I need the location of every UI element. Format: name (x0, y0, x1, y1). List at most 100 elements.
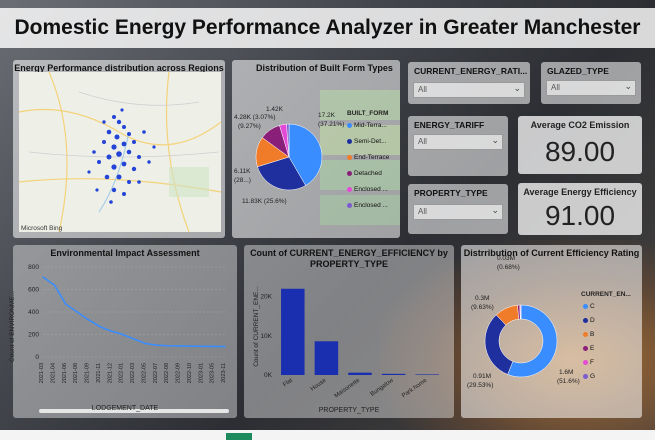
env-line-point[interactable] (155, 344, 158, 346)
env-line-point[interactable] (87, 319, 90, 321)
bar-house[interactable] (314, 341, 339, 375)
env-line-point[interactable] (76, 311, 78, 313)
rating-slice-c[interactable] (507, 304, 558, 378)
slicer-title: CURRENT_ENERGY_RATI... (414, 66, 528, 76)
legend-end-terrace[interactable]: End-Terrace (347, 154, 389, 161)
built-form-pie[interactable] (232, 60, 400, 238)
y-tick-label: 0 (35, 354, 39, 361)
slicer-current-energy-rating[interactable]: CURRENT_ENERGY_RATI... All ⌄ (408, 62, 530, 104)
x-tick-label: 2021-06 (62, 363, 68, 383)
x-tick-label: Maisonette (334, 377, 362, 399)
map-title: Energy Performance distribution across R… (14, 63, 224, 73)
map-attribution: Microsoft Bing (21, 225, 63, 232)
chevron-down-icon: ⌄ (491, 205, 499, 215)
bar-park-home[interactable] (415, 374, 439, 375)
donut-label-c-pct: (51.6%) (557, 378, 580, 385)
map-graphic (19, 72, 221, 232)
dashboard-title-bar: Domestic Energy Performance Analyzer in … (0, 8, 655, 48)
env-line-point[interactable] (42, 276, 44, 278)
active-page-tab[interactable] (226, 433, 252, 440)
slicer-title: PROPERTY_TYPE (414, 188, 488, 198)
pie-label-detached-pct: (9.27%) (238, 123, 261, 130)
legend-rating-c[interactable]: C (583, 303, 595, 310)
env-line-point[interactable] (110, 330, 113, 332)
card-value: 89.00 (544, 136, 616, 167)
bar-maisonette[interactable] (348, 372, 372, 375)
legend-semi-detached[interactable]: Semi-Det... (347, 138, 387, 145)
env-line-point[interactable] (167, 344, 169, 347)
legend-enclosed-2[interactable]: Enclosed ... (347, 202, 388, 209)
horizontal-scrollbar[interactable] (39, 409, 229, 413)
efficiency-donut[interactable] (461, 245, 642, 418)
slicer-property-type[interactable]: PROPERTY_TYPE All ⌄ (408, 184, 508, 234)
y-tick-label: 800 (28, 264, 39, 271)
rating-slice-d[interactable] (484, 314, 514, 375)
built-form-panel[interactable]: Distribution of Built Form Types 17.2K (… (232, 60, 400, 238)
slicer-energy-tariff[interactable]: ENERGY_TARIFF All ⌄ (408, 116, 508, 176)
donut-label-b: 0.3M (475, 295, 490, 302)
legend-rating-d[interactable]: D (583, 317, 595, 324)
map-panel[interactable]: Energy Performance distribution across R… (13, 60, 225, 238)
property-bar-chart[interactable]: 20K 10K 0K Flat House Maisonette Bungalow Park … (244, 245, 454, 418)
legend-rating-e[interactable]: E (583, 345, 594, 352)
env-line-point[interactable] (178, 345, 181, 347)
env-line-point[interactable] (144, 342, 147, 345)
card-co2-emission: Average CO2 Emission 89.00 (518, 116, 642, 174)
x-tick-label: 2023-05 (210, 363, 216, 383)
built-form-slice-enclosed-2-[interactable] (286, 123, 290, 158)
y-tick-label: 200 (28, 332, 39, 339)
env-line-point[interactable] (201, 345, 204, 348)
x-tick-label: 2022-08 (164, 363, 170, 383)
y-tick-label: 0K (264, 372, 273, 379)
legend-rating-g[interactable]: G (583, 373, 595, 380)
y-tick-label: 20K (260, 294, 272, 301)
env-line-point[interactable] (64, 303, 67, 305)
env-line-point[interactable] (99, 325, 101, 328)
y-tick-label: 10K (260, 333, 272, 340)
region-map[interactable] (19, 72, 221, 232)
env-line-point[interactable] (133, 338, 135, 340)
bar-flat[interactable] (281, 288, 305, 375)
property-type-dropdown[interactable]: All ⌄ (413, 204, 503, 220)
bar-chart-title-1: Count of CURRENT_ENERGY_EFFICIENCY by (250, 248, 448, 258)
env-line-point[interactable] (224, 345, 226, 348)
legend-mid-terrace[interactable]: Mid-Terra... (347, 122, 387, 129)
legend-detached[interactable]: Detached (347, 170, 382, 177)
legend-enclosed-1[interactable]: Enclosed ... (347, 186, 388, 193)
glazed-type-dropdown[interactable]: All ⌄ (546, 80, 636, 96)
slicer-glazed-type[interactable]: GLAZED_TYPE All ⌄ (541, 62, 641, 104)
env-chart-title: Environmental Impact Assessment (50, 248, 200, 258)
legend-rating-b[interactable]: B (583, 331, 594, 338)
bar-bungalow[interactable] (381, 373, 406, 375)
pie-label-detached: 4.28K (3.07%) (234, 114, 276, 121)
donut-label-d: 0.91M (473, 373, 492, 380)
env-impact-panel[interactable]: Environmental Impact Assessment 800 600 40… (9, 245, 237, 418)
x-tick-label: 2021-08 (73, 363, 79, 383)
bar-chart-title-2: PROPERTY_TYPE (309, 259, 389, 269)
pie-label-end-pct: (28...) (234, 177, 251, 184)
x-tick-label: 2022-05 (141, 363, 147, 383)
env-line-series[interactable] (42, 276, 226, 348)
env-line-point[interactable] (121, 333, 124, 336)
card-title: Average Energy Efficiency (523, 187, 637, 197)
built-form-slice-mid-terrace[interactable] (288, 123, 323, 186)
map-point-cluster (87, 108, 156, 204)
efficiency-donut-panel[interactable]: Distrribution of Current Efficiency Rati… (461, 245, 642, 418)
x-tick-label: Bungalow (370, 377, 396, 397)
card-title: Average CO2 Emission (530, 120, 630, 130)
x-tick-label: 2022-10 (187, 363, 193, 383)
current-energy-rating-dropdown[interactable]: All ⌄ (413, 82, 525, 98)
donut-label-c: 1.6M (559, 369, 574, 376)
legend-rating-f[interactable]: F (583, 359, 594, 366)
x-tick-label: 2023-01 (198, 363, 204, 383)
pie-label-mid-pct: (37.21%) (318, 121, 345, 128)
x-tick-label: 2022-07 (153, 363, 159, 383)
env-line-point[interactable] (212, 345, 215, 348)
env-line-point[interactable] (190, 345, 192, 347)
env-line-point[interactable] (53, 284, 56, 286)
energy-tariff-dropdown[interactable]: All ⌄ (413, 134, 503, 150)
bar-xlabel: PROPERTY_TYPE (318, 407, 380, 414)
property-bar-panel[interactable]: Count of CURRENT_ENERGY_EFFICIENCY by PR… (244, 245, 454, 418)
built-form-slice-semi-detached[interactable] (257, 156, 306, 191)
